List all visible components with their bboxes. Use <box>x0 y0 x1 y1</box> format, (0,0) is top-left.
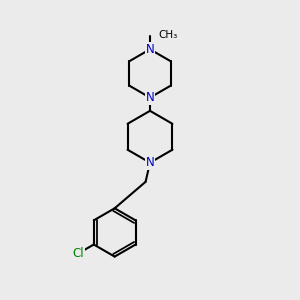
Text: Cl: Cl <box>73 247 84 260</box>
Text: N: N <box>146 91 154 104</box>
Text: N: N <box>146 43 154 56</box>
Text: N: N <box>146 156 154 169</box>
Text: CH₃: CH₃ <box>158 30 178 40</box>
